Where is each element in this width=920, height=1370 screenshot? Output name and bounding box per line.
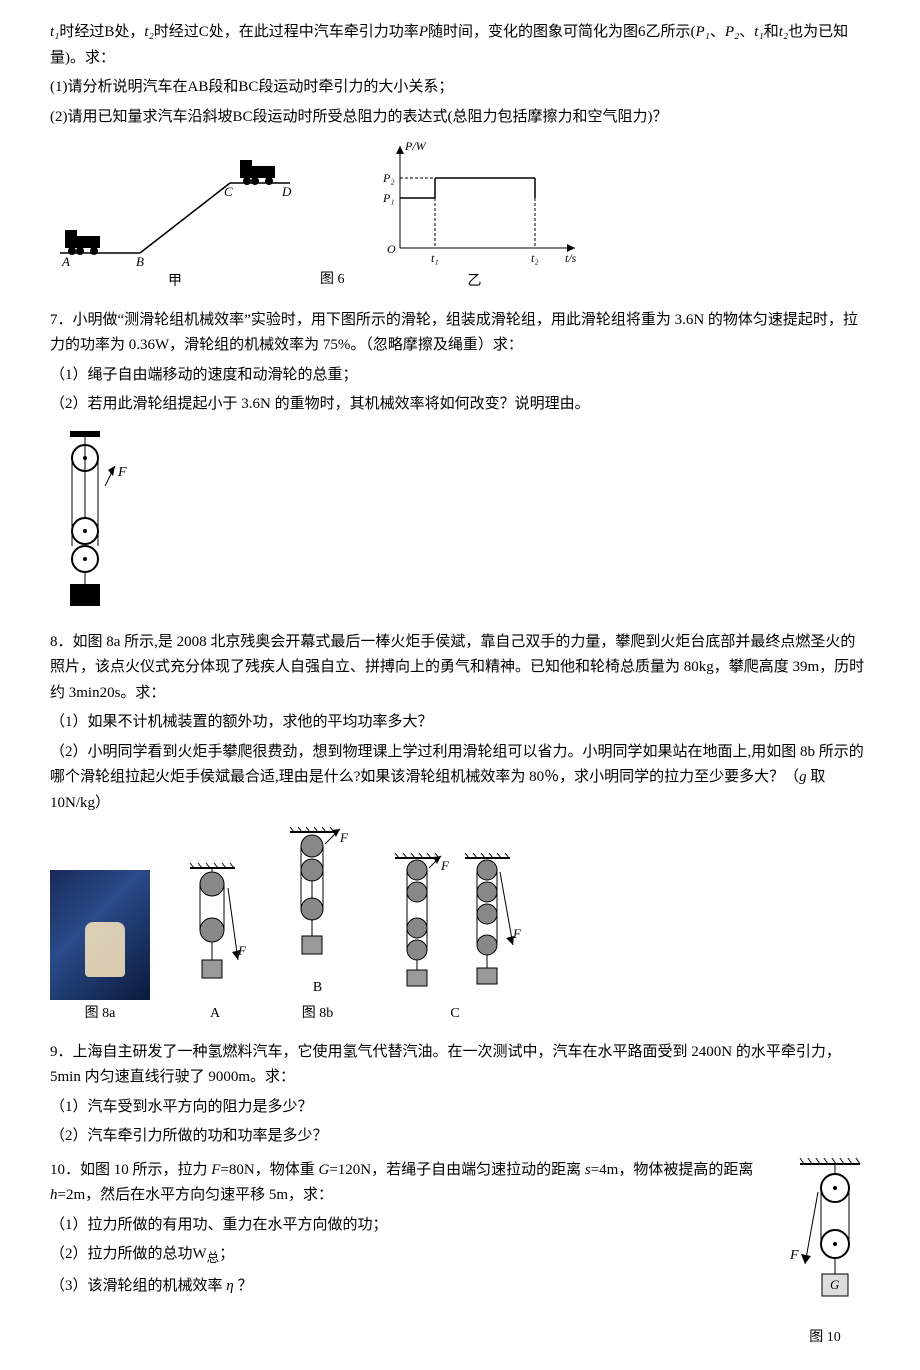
figure-6-yi: P/W t/s O P₂ P₁ t₁ t₂ 乙	[365, 138, 585, 294]
q7-F: F	[117, 465, 127, 480]
O: O	[387, 242, 396, 256]
figure-6-row: A B C D 甲 图 6 P/W t/s O P₂	[50, 138, 870, 294]
txt: =2m，然后在水平方向匀速平移 5m，求：	[58, 1187, 334, 1203]
txt: =80N，物体重	[220, 1162, 318, 1178]
txt: 、	[710, 24, 725, 40]
zong: 总	[207, 1251, 220, 1265]
fig8b-C-label: C	[450, 1002, 459, 1026]
fig10-col: G F 图 10	[780, 1154, 870, 1350]
q8-sub1: （1）如果不计机械装置的额外功，求他的平均功率多大？	[50, 710, 870, 736]
txt: 和	[764, 24, 779, 40]
t1: t₁	[431, 251, 439, 265]
fig8a-col: 图 8a	[50, 870, 150, 1026]
intro-line1: t₁时经过B处，t₂时经过C处，在此过程中汽车牵引力功率P随时间，变化的图象可简…	[50, 20, 870, 71]
pulley-C-svg: F F	[385, 850, 525, 1000]
q10-sub1: （1）拉力所做的有用功、重力在水平方向做的功；	[50, 1213, 760, 1239]
label-B: B	[136, 254, 144, 268]
intro-q2: (2)请用已知量求汽车沿斜坡BC段运动时所受总阻力的表达式(总阻力包括摩擦力和空…	[50, 105, 870, 131]
txt: =120N，若绳子自由端匀速拉动的距离	[329, 1162, 581, 1178]
t1b: t₁	[754, 24, 763, 40]
fig8a-label: 图 8a	[85, 1002, 116, 1026]
q10-text: 10．如图 10 所示，拉力 F=80N，物体重 G=120N，若绳子自由端匀速…	[50, 1154, 760, 1303]
t2: t₂	[531, 251, 539, 265]
F: F	[440, 858, 450, 873]
fig8b-B-label: B	[313, 976, 322, 1000]
F: F	[789, 1248, 799, 1263]
t2b: t₂	[779, 24, 788, 40]
P2: P₂	[725, 24, 739, 40]
txt: 随时间，变化的图象可简化为图6乙所示(	[428, 24, 696, 40]
fig10-label: 图 10	[809, 1326, 841, 1350]
h: h	[50, 1187, 58, 1203]
fig8b-title: 图 8b	[302, 1002, 334, 1026]
q8-sub2: （2）小明同学看到火炬手攀爬很费劲，想到物理课上学过利用滑轮组可以省力。小明同学…	[50, 740, 870, 817]
G: G	[830, 1277, 840, 1292]
q8-g: g	[799, 769, 807, 785]
pulley-B-svg: F	[280, 824, 355, 974]
fig8b-A: F A	[180, 860, 250, 1026]
F: F	[237, 943, 247, 958]
q8-stem: 8．如图 8a 所示,是 2008 北京残奥会开幕式最后一棒火炬手侯斌，靠自己双…	[50, 630, 870, 707]
eta: η	[226, 1278, 233, 1294]
fig8b-B: F B 图 8b	[280, 824, 355, 1026]
txt: ？	[234, 1278, 253, 1294]
q8-figures: 图 8a F A	[50, 824, 870, 1026]
txt: =4m，物体被提高的距离	[591, 1162, 754, 1178]
label-A: A	[61, 254, 70, 268]
q10-sub3: （3）该滑轮组的机械效率 η ？	[50, 1274, 760, 1300]
fig8b-A-label: A	[210, 1002, 220, 1026]
txt: 10．如图 10 所示，拉力	[50, 1162, 211, 1178]
fig8b-C: F F C	[385, 850, 525, 1026]
P1: P₁	[695, 24, 709, 40]
ylabel: P/W	[404, 139, 427, 153]
F: F	[339, 830, 349, 845]
G: G	[318, 1162, 329, 1178]
fig8a-photo	[50, 870, 150, 1000]
t2: t₂	[144, 24, 153, 40]
semi: ；	[219, 1246, 234, 1262]
txt: 时经过B处，	[59, 24, 144, 40]
q9-stem: 9．上海自主研发了一种氢燃料汽车，它使用氢气代替汽油。在一次测试中，汽车在水平路…	[50, 1040, 870, 1091]
F: F	[512, 926, 522, 941]
q7-pulley-svg: F	[50, 426, 140, 616]
q7-sub1: （1）绳子自由端移动的速度和动滑轮的总重；	[50, 363, 870, 389]
q9-sub1: （1）汽车受到水平方向的阻力是多少？	[50, 1095, 870, 1121]
q7-stem: 7．小明做“测滑轮组机械效率”实验时，用下图所示的滑轮，组装成滑轮组，用此滑轮组…	[50, 308, 870, 359]
intro-q1: (1)请分析说明汽车在AB段和BC段运动时牵引力的大小关系；	[50, 75, 870, 101]
q10-sub2: （2）拉力所做的总功W总；	[50, 1242, 760, 1269]
xlabel: t/s	[565, 251, 577, 265]
label-C: C	[224, 184, 233, 199]
fig6-yi-svg: P/W t/s O P₂ P₁ t₁ t₂	[365, 138, 585, 268]
figure-6-jia: A B C D 甲	[50, 148, 300, 294]
fig6-jia-svg: A B C D	[50, 148, 300, 268]
q10-stem: 10．如图 10 所示，拉力 F=80N，物体重 G=120N，若绳子自由端匀速…	[50, 1158, 760, 1209]
q7-figure: F	[50, 426, 870, 616]
P2: P₂	[382, 171, 395, 185]
txt: （2）拉力所做的总功W	[50, 1246, 207, 1262]
t1: t₁	[50, 24, 59, 40]
pulley-A-svg: F	[180, 860, 250, 1000]
q8-sub2-text: （2）小明同学看到火炬手攀爬很费劲，想到物理课上学过利用滑轮组可以省力。小明同学…	[50, 744, 864, 786]
P1: P₁	[382, 191, 395, 205]
label-D: D	[281, 184, 292, 199]
txt: 时经过C处，在此过程中汽车牵引力功率	[154, 24, 419, 40]
fig6-jia-label: 甲	[168, 270, 182, 294]
fig6-title: 图 6	[320, 268, 345, 292]
fig6-yi-label: 乙	[468, 270, 482, 294]
txt: （3）该滑轮组的机械效率	[50, 1278, 226, 1294]
q7-sub2: （2）若用此滑轮组提起小于 3.6N 的重物时，其机械效率将如何改变？说明理由。	[50, 392, 870, 418]
q10-wrap: 10．如图 10 所示，拉力 F=80N，物体重 G=120N，若绳子自由端匀速…	[50, 1154, 870, 1350]
fig10-svg: G F	[780, 1154, 870, 1324]
txt: 、	[739, 24, 754, 40]
q9-sub2: （2）汽车牵引力所做的功和功率是多少？	[50, 1124, 870, 1150]
P: P	[419, 24, 428, 40]
